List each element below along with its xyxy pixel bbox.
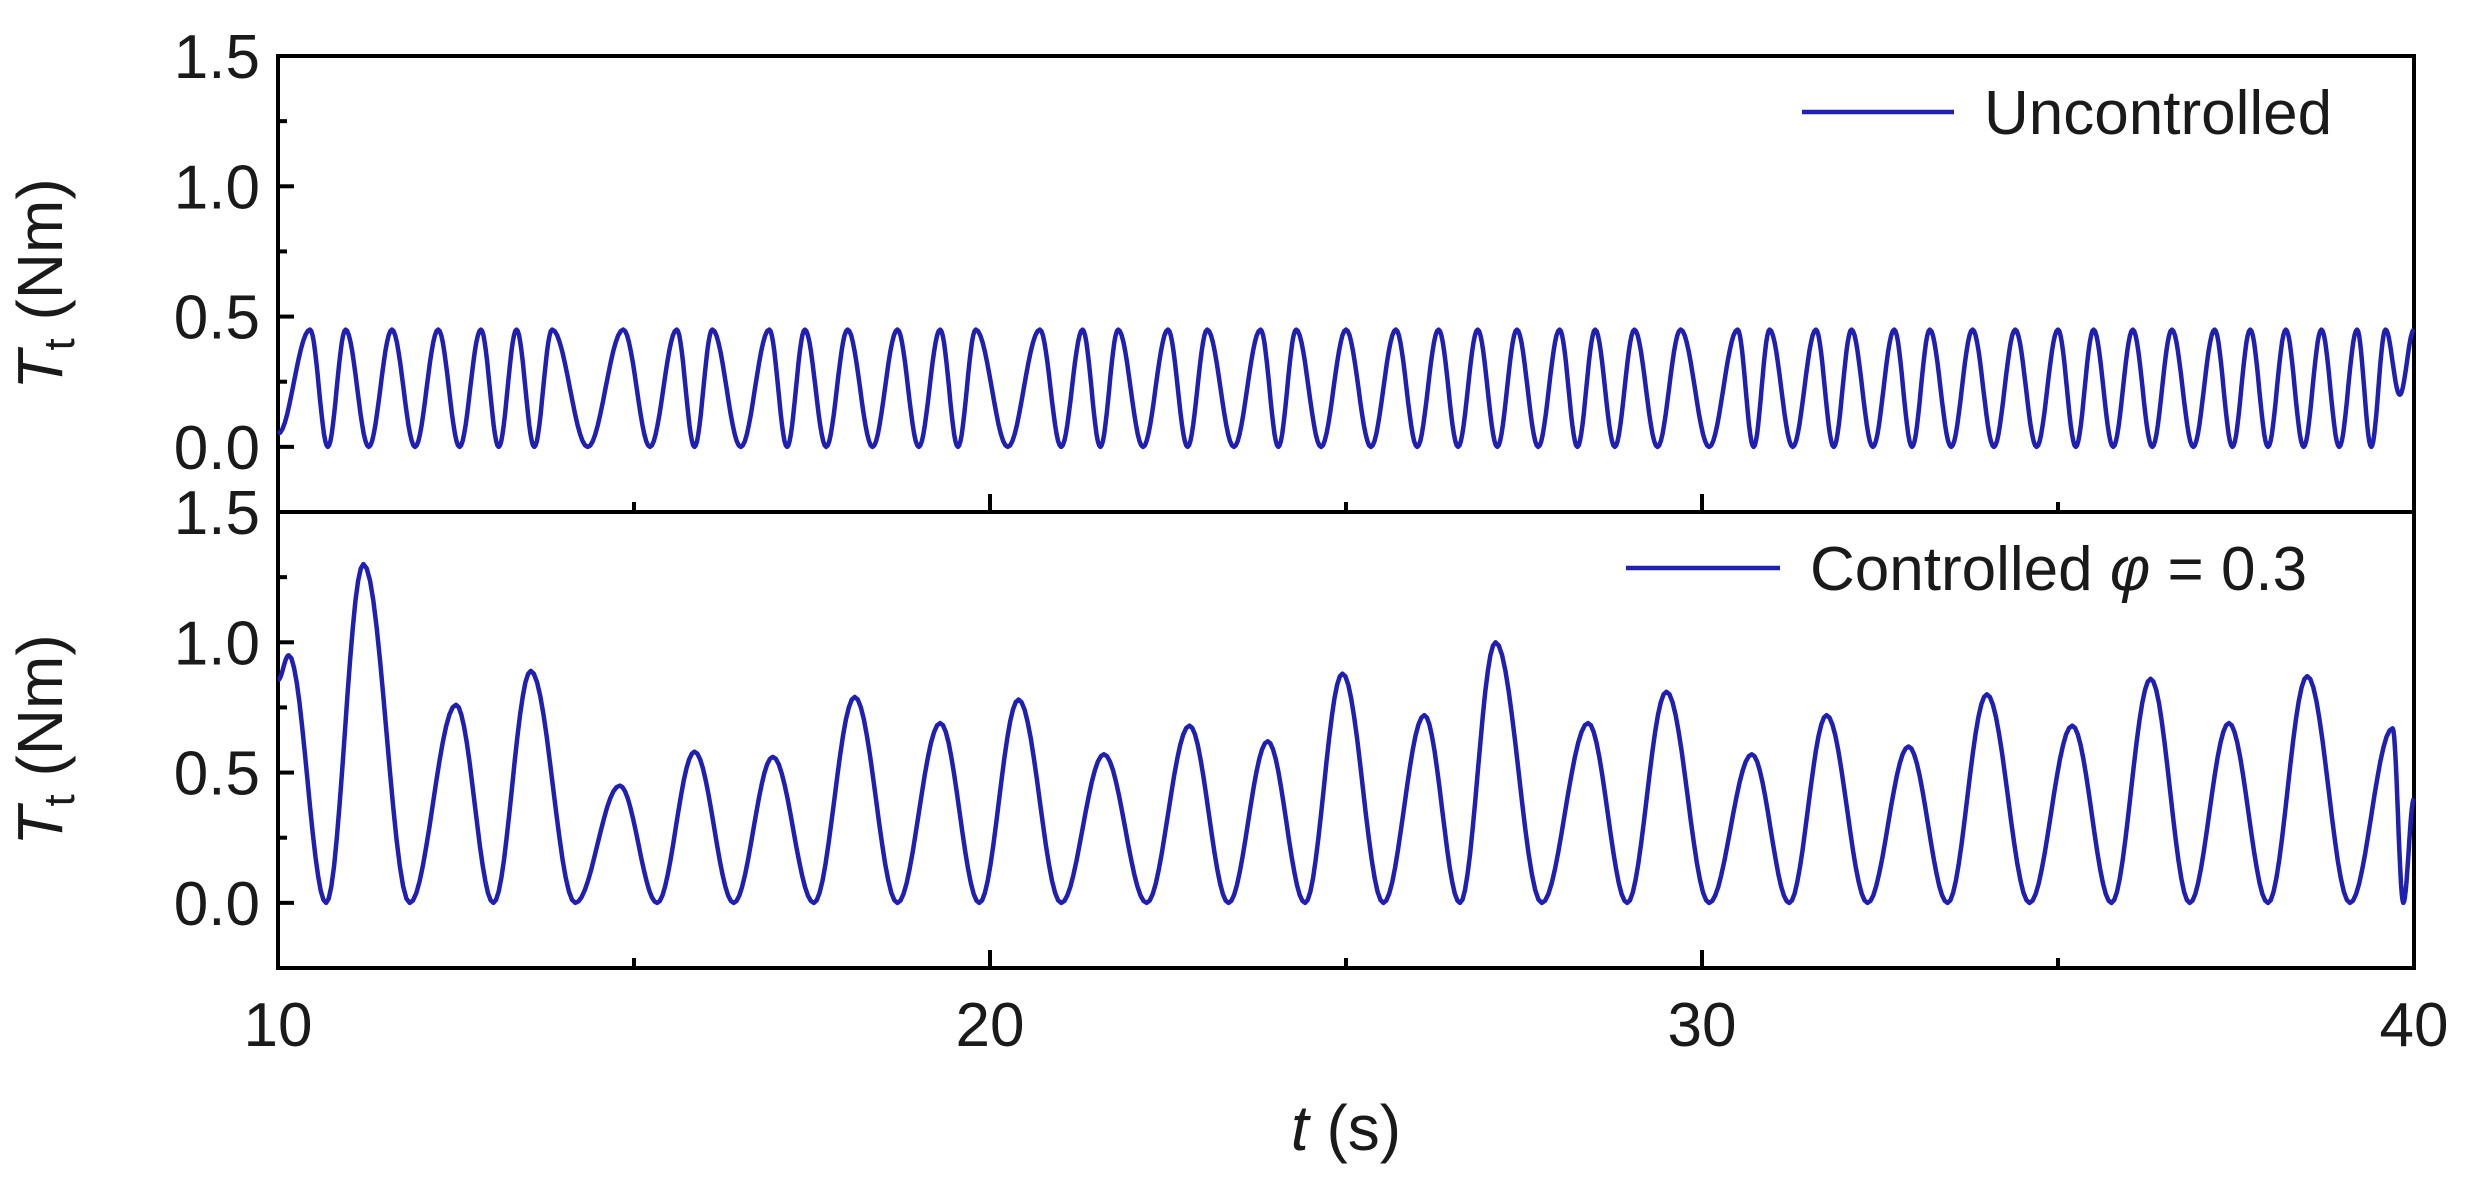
bottom-y-tick-label: 1.5	[174, 479, 260, 548]
bottom-x-ticks: 10 20 30 40	[244, 950, 2449, 1060]
top-y-tick-label: 0.5	[174, 284, 260, 353]
x-tick-label: 40	[2380, 991, 2449, 1060]
bottom-panel: 0.0 0.5 1.0 1.5 10 20 30 40 Tt (Nm) Controlled…	[4, 479, 2448, 1164]
top-y-tick-label: 0.0	[174, 414, 260, 483]
bottom-y-axis-label: Tt (Nm)	[4, 634, 84, 845]
top-legend: Uncontrolled	[1802, 79, 2332, 148]
bottom-y-tick-label: 0.0	[174, 870, 260, 939]
x-tick-label: 30	[1668, 991, 1737, 1060]
bottom-y-tick-label: 1.0	[174, 609, 260, 678]
controlled-series-line	[276, 561, 2416, 906]
bottom-legend: Controlled φ = 0.3	[1626, 535, 2307, 604]
x-axis-label: t (s)	[1291, 1092, 1401, 1164]
bottom-y-ticks: 0.0 0.5 1.0 1.5	[174, 479, 294, 939]
top-y-tick-label: 1.0	[174, 153, 260, 222]
bottom-y-tick-label: 0.5	[174, 740, 260, 809]
top-panel: 0.0 0.5 1.0 1.5 Tt (Nm) Uncontrolled	[4, 23, 2416, 514]
bottom-legend-label: Controlled φ = 0.3	[1810, 535, 2307, 604]
top-y-axis-label: Tt (Nm)	[4, 178, 84, 389]
top-x-ticks	[276, 494, 2416, 512]
x-tick-label: 10	[244, 991, 313, 1060]
uncontrolled-series-line	[276, 327, 2416, 450]
top-legend-label: Uncontrolled	[1984, 79, 2332, 148]
x-tick-label: 20	[956, 991, 1025, 1060]
top-y-ticks: 0.0 0.5 1.0 1.5	[174, 23, 294, 483]
top-y-tick-label: 1.5	[174, 23, 260, 92]
